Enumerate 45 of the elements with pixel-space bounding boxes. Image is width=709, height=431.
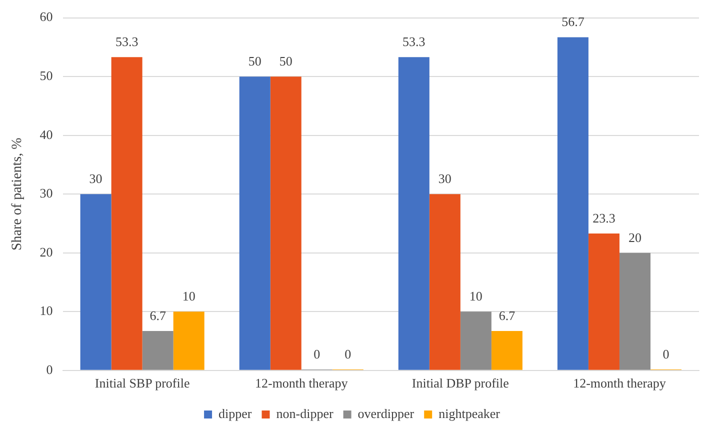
bar bbox=[491, 331, 522, 370]
data-label: 50 bbox=[248, 53, 262, 68]
data-label: 0 bbox=[662, 346, 670, 362]
bar bbox=[460, 312, 492, 370]
x-tick-label: 12-month therapy bbox=[573, 376, 666, 391]
data-label: 0 bbox=[344, 346, 352, 362]
data-label: 20 bbox=[628, 230, 642, 245]
data-label: 23.3 bbox=[592, 210, 616, 226]
y-tick-label: 40 bbox=[40, 126, 53, 142]
data-label: 6.7 bbox=[498, 308, 516, 323]
y-axis-title: Share of patients, % bbox=[10, 137, 26, 250]
x-tick-label: 12-month therapy bbox=[254, 376, 348, 391]
bar bbox=[80, 194, 112, 370]
x-tick-label: Initial SBP profile bbox=[94, 376, 190, 391]
bar bbox=[270, 76, 302, 370]
data-label: 50 bbox=[279, 53, 292, 68]
data-label: 30 bbox=[438, 171, 452, 186]
data-label: 56.7 bbox=[562, 14, 585, 30]
data-label: 53.3 bbox=[115, 34, 138, 50]
bar bbox=[239, 76, 270, 370]
legend-label: nightpeaker bbox=[438, 406, 501, 421]
y-tick-label: 60 bbox=[40, 9, 53, 24]
bar bbox=[429, 194, 460, 370]
data-label: 30 bbox=[89, 171, 102, 186]
data-label: 53.3 bbox=[402, 34, 426, 50]
legend-label: overdipper bbox=[358, 406, 415, 421]
y-tick-label: 50 bbox=[40, 68, 53, 83]
x-tick-label: Initial DBP profile bbox=[412, 376, 510, 391]
bar bbox=[142, 331, 174, 370]
bar bbox=[111, 57, 142, 370]
y-tick-label: 10 bbox=[40, 303, 53, 318]
y-tick-label: 0 bbox=[46, 362, 53, 377]
data-label: 6.7 bbox=[150, 308, 166, 323]
data-label: 10 bbox=[182, 288, 196, 304]
legend-label: non-dipper bbox=[276, 406, 334, 421]
bar bbox=[619, 252, 650, 370]
data-label: 0 bbox=[314, 346, 320, 362]
bar bbox=[173, 312, 204, 370]
y-tick-label: 20 bbox=[40, 244, 53, 260]
legend-label: dipper bbox=[218, 406, 252, 421]
bar bbox=[557, 37, 588, 370]
data-label: 10 bbox=[469, 288, 482, 304]
bar bbox=[588, 233, 620, 370]
y-tick-label: 30 bbox=[40, 186, 53, 201]
bar bbox=[398, 57, 430, 370]
